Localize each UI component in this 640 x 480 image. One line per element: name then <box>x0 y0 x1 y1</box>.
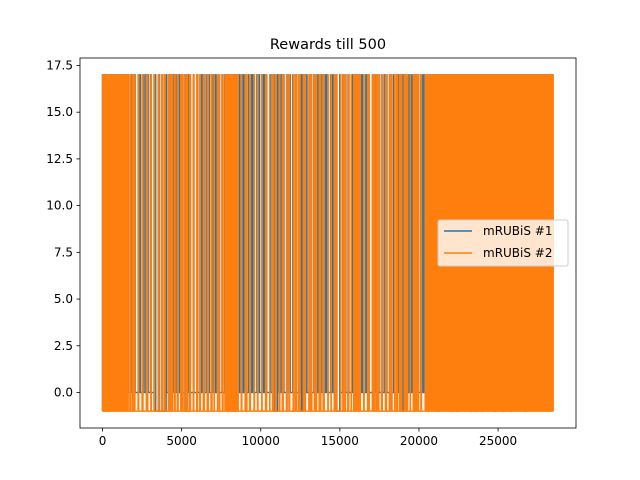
legend-label-series-2: mRUBiS #2 <box>483 246 553 260</box>
plot-lines <box>101 74 554 412</box>
y-tick-label: 15.0 <box>46 105 73 119</box>
y-tick-label: 10.0 <box>46 199 73 213</box>
x-tick-label: 0 <box>99 434 107 448</box>
y-tick-label: 17.5 <box>46 58 73 72</box>
y-tick-label: 2.5 <box>54 339 73 353</box>
x-tick-label: 15000 <box>321 434 359 448</box>
y-tick-label: 12.5 <box>46 152 73 166</box>
x-tick-label: 5000 <box>166 434 197 448</box>
y-axis: 0.0 2.5 5.0 7.5 10.0 12.5 15.0 17.5 <box>46 58 80 399</box>
series-line-2 <box>101 74 554 412</box>
y-tick-label: 0.0 <box>54 385 73 399</box>
y-tick-label: 7.5 <box>54 245 73 259</box>
x-tick-label: 20000 <box>400 434 438 448</box>
chart-title: Rewards till 500 <box>270 37 386 53</box>
x-tick-label: 25000 <box>479 434 517 448</box>
x-axis: 0 5000 10000 15000 20000 25000 <box>99 428 517 448</box>
legend-label-series-1: mRUBiS #1 <box>483 224 553 238</box>
y-tick-label: 5.0 <box>54 292 73 306</box>
axes-frame <box>79 57 577 429</box>
legend: mRUBiS #1 mRUBiS #2 <box>437 219 569 267</box>
x-tick-label: 10000 <box>242 434 280 448</box>
